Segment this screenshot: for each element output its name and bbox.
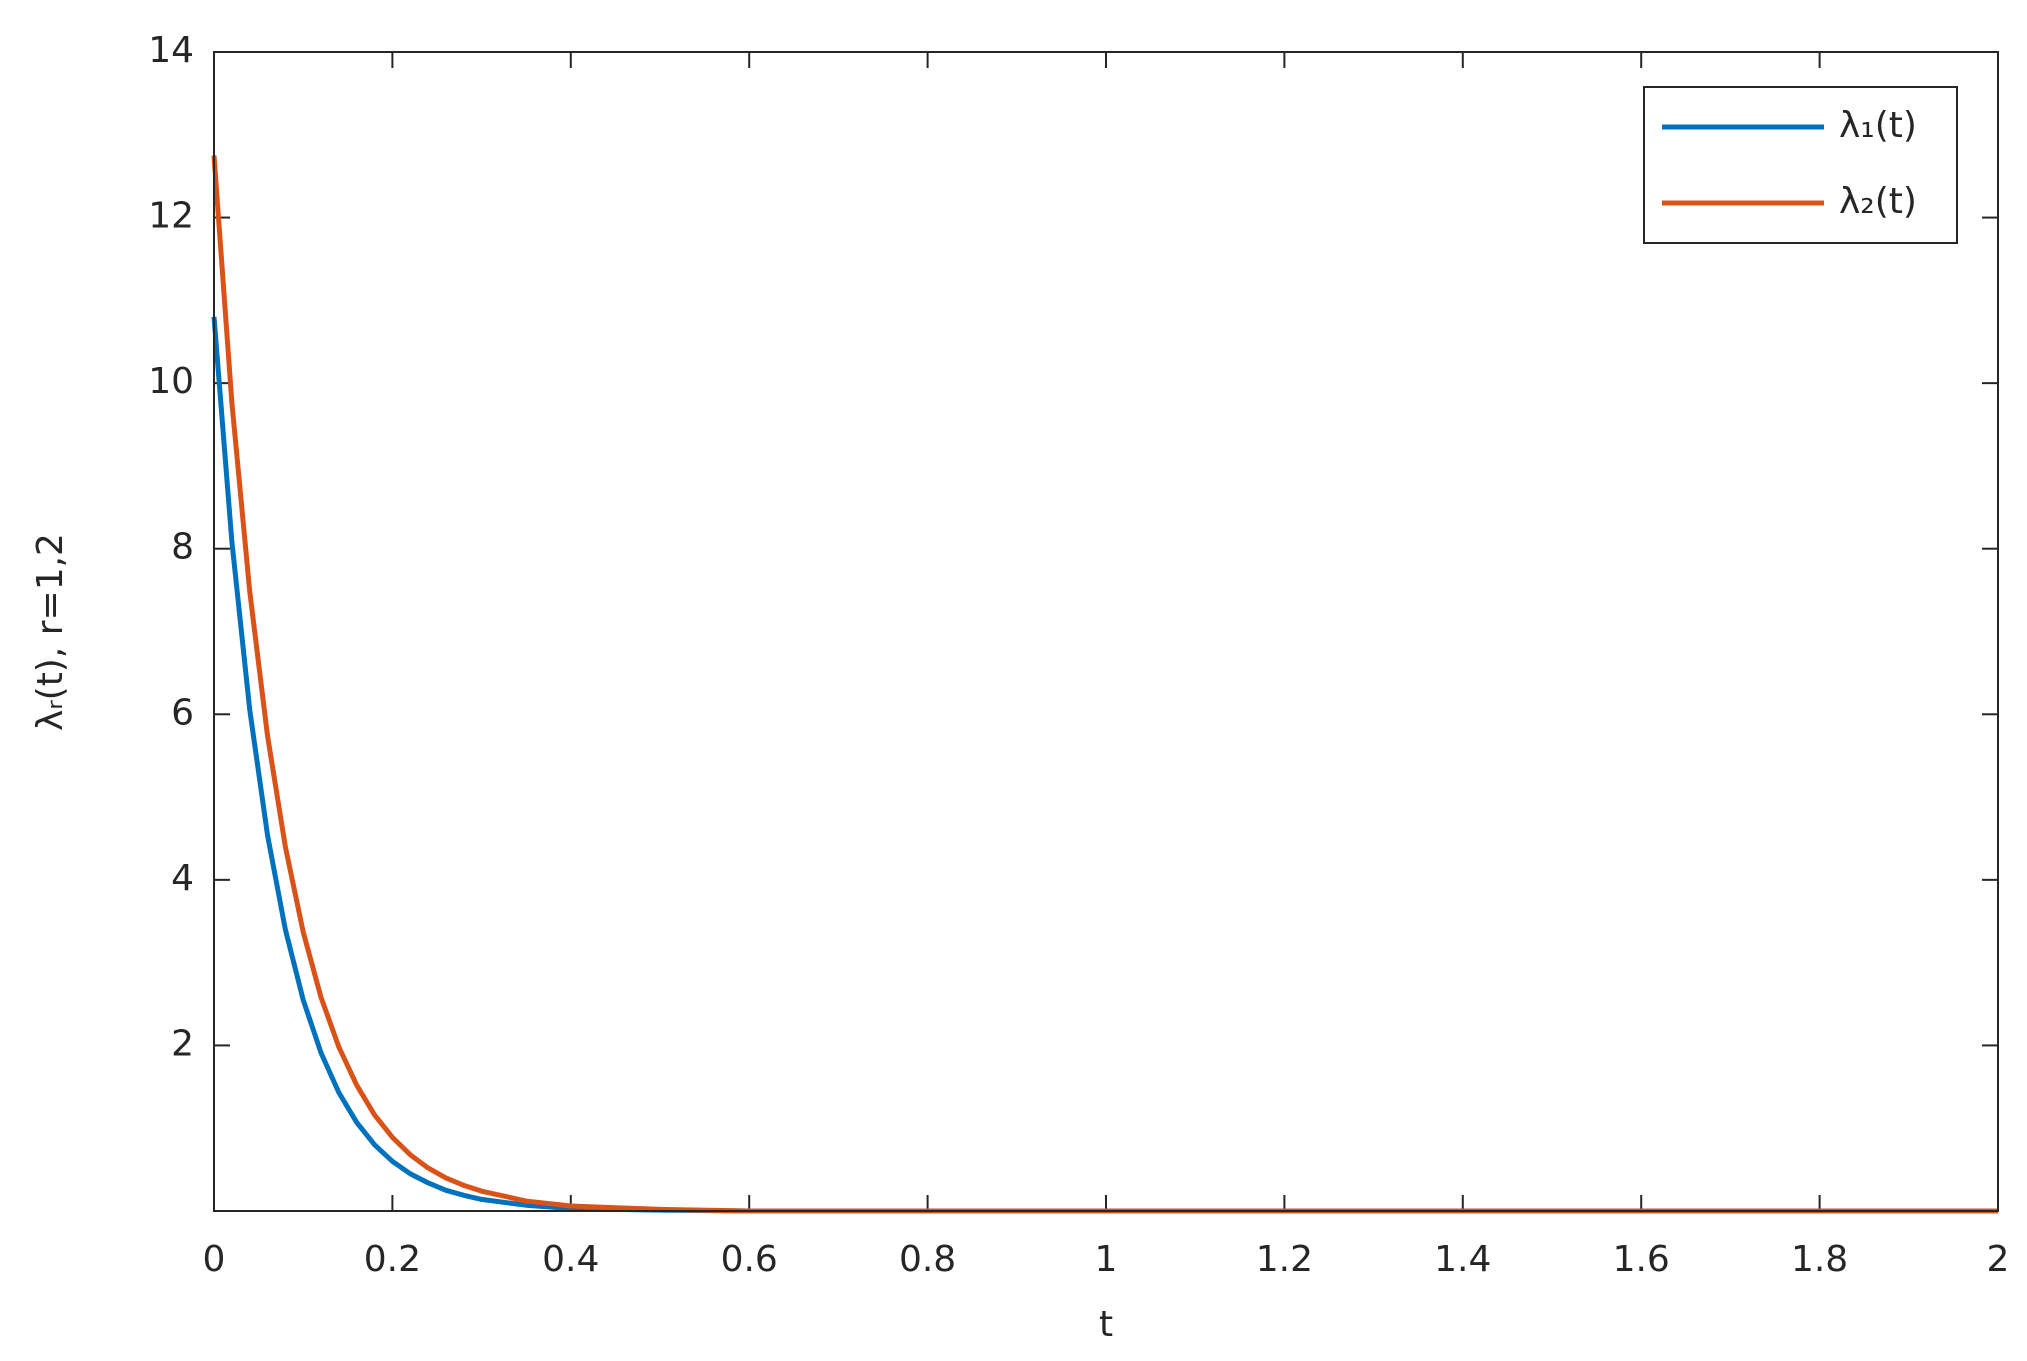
x-tick-label: 1.4 bbox=[1434, 1239, 1491, 1280]
x-tick-label: 1.2 bbox=[1256, 1239, 1313, 1280]
y-tick-label: 14 bbox=[148, 30, 194, 71]
x-axis-label: t bbox=[1099, 1304, 1113, 1345]
y-tick-label: 2 bbox=[171, 1023, 194, 1064]
x-tick-label: 0.8 bbox=[899, 1239, 956, 1280]
legend-label: λ₂(t) bbox=[1839, 181, 1917, 222]
legend-box bbox=[1643, 86, 1958, 244]
x-tick-label: 1 bbox=[1095, 1239, 1118, 1280]
x-tick-label: 0.2 bbox=[364, 1239, 421, 1280]
y-tick-label: 6 bbox=[171, 692, 194, 733]
x-tick-label: 1.8 bbox=[1791, 1239, 1848, 1280]
x-tick-label: 0.4 bbox=[542, 1239, 599, 1280]
x-tick-label: 2 bbox=[1987, 1239, 2010, 1280]
x-tick-label: 1.6 bbox=[1613, 1239, 1670, 1280]
y-tick-label: 10 bbox=[148, 361, 194, 402]
y-tick-label: 4 bbox=[171, 858, 194, 899]
y-tick-label: 8 bbox=[171, 527, 194, 568]
y-tick-label: 12 bbox=[148, 196, 194, 237]
y-axis-label: λᵣ(t), r=1,2 bbox=[30, 533, 71, 731]
x-tick-label: 0 bbox=[203, 1239, 226, 1280]
legend-label: λ₁(t) bbox=[1839, 105, 1917, 146]
x-tick-label: 0.6 bbox=[721, 1239, 778, 1280]
plot-frame bbox=[213, 51, 1999, 1212]
